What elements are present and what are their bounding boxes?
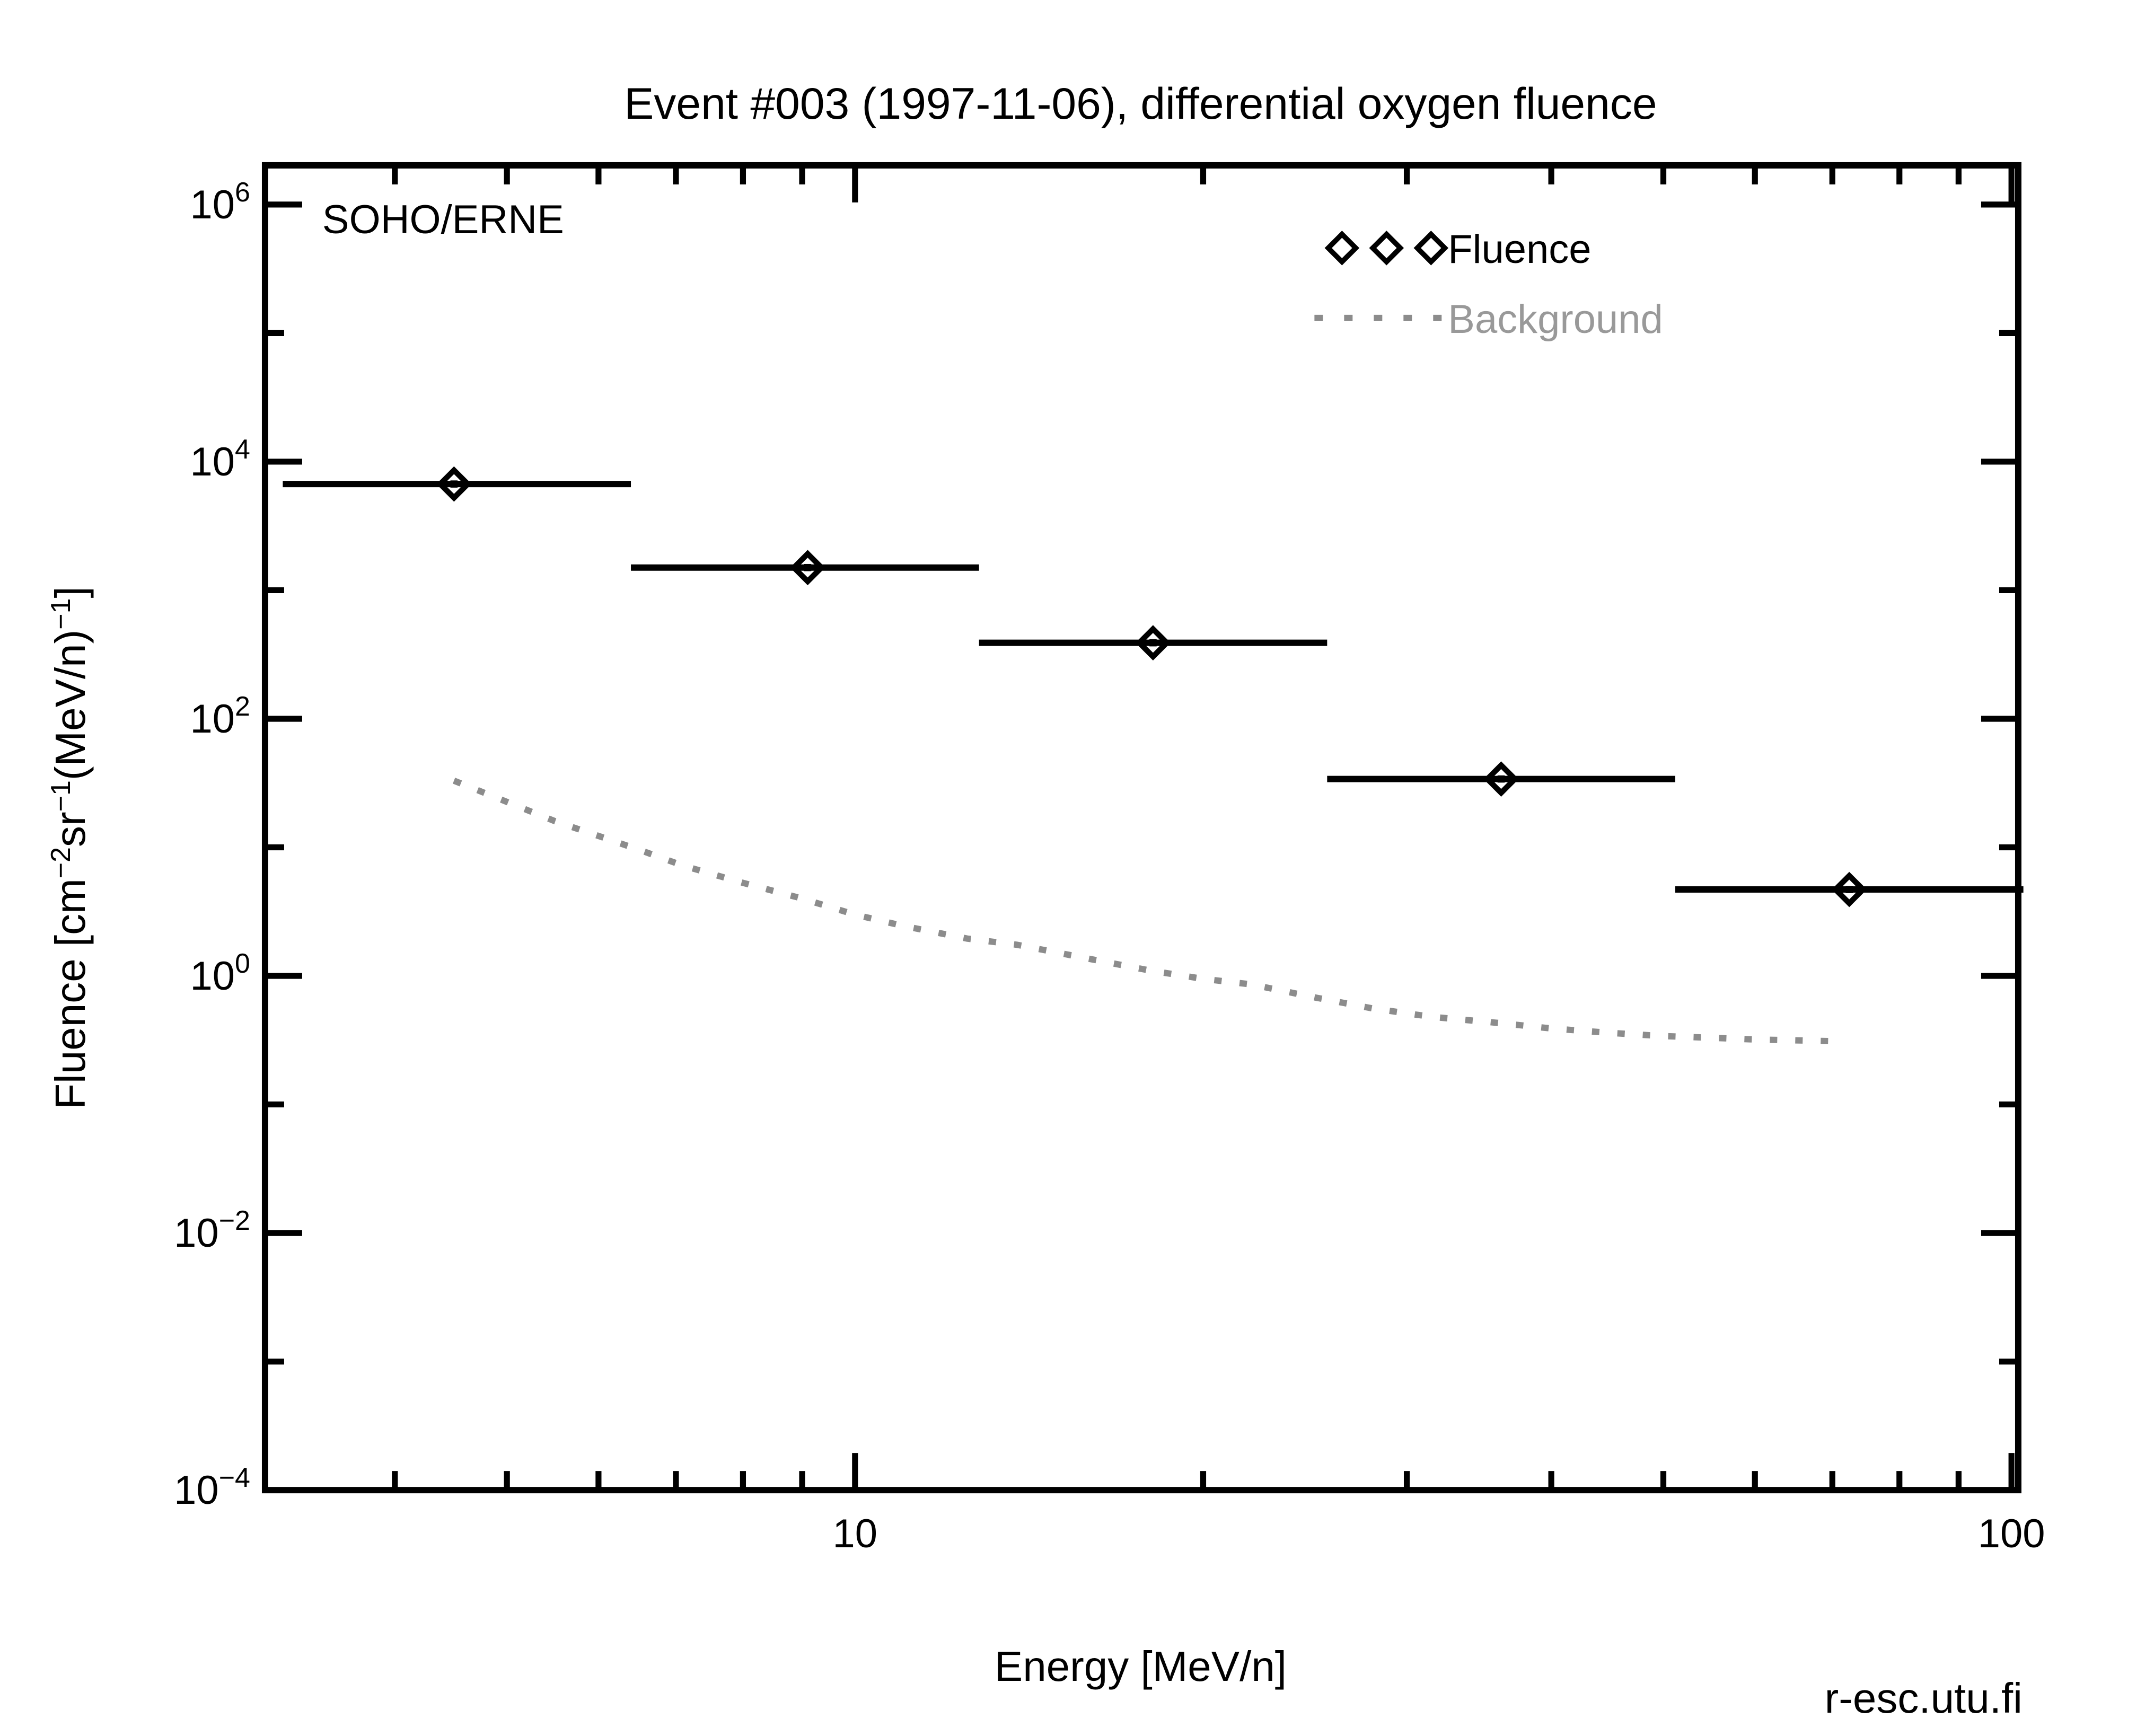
legend-fluence-markers <box>1324 231 1449 266</box>
y-tick-label: 104 <box>190 434 250 484</box>
text-layer: Event #003 (1997-11-06), differential ox… <box>322 78 2023 1722</box>
diamond-marker <box>1135 625 1171 660</box>
y-tick-label: 10−2 <box>174 1205 250 1256</box>
y-tick-label: 106 <box>190 177 250 227</box>
fluence-series <box>283 466 2024 907</box>
y-tick-label: 102 <box>190 691 250 742</box>
y-ticks <box>265 201 2018 1493</box>
x-tick-label: 100 <box>1978 1511 2045 1556</box>
x-axis-title: Energy [MeV/n] <box>995 1643 1287 1690</box>
legend-diamond-icon <box>1413 231 1449 266</box>
background-series <box>453 778 1833 1045</box>
chart-title: Event #003 (1997-11-06), differential ox… <box>624 78 1657 128</box>
fluence-point <box>979 625 1327 660</box>
svg-text:Fluence [cm−2sr−1(MeV/n)−1]: Fluence [cm−2sr−1(MeV/n)−1] <box>46 586 94 1109</box>
background-curve <box>453 778 1833 1045</box>
legend-label-fluence: Fluence <box>1448 227 1591 272</box>
fluence-point <box>1327 761 1675 797</box>
marker-center-dot <box>1845 886 1853 893</box>
diamond-marker <box>1831 871 1867 907</box>
legend-diamond-icon <box>1324 231 1360 266</box>
marker-center-dot <box>1149 639 1157 647</box>
x-tick-labels: 10 100 <box>833 1511 2045 1556</box>
plot-frame <box>261 162 2021 1494</box>
diamond-marker <box>790 550 825 586</box>
y-tick-label: 100 <box>190 948 250 999</box>
x-tick-label: 10 <box>833 1511 878 1556</box>
y-tick-labels: 106 104 102 100 10−2 10−4 <box>174 177 250 1513</box>
series-layer <box>283 466 2024 1045</box>
credit-label: r-esc.utu.fi <box>1825 1675 2023 1722</box>
marker-center-dot <box>1497 775 1505 783</box>
fluence-point <box>631 550 979 586</box>
axes-layer: 10 100 106 104 102 100 10−2 10−4 Fluence [cm−2sr… <box>46 162 2045 1556</box>
x-ticks <box>392 165 2015 1491</box>
marker-center-dot <box>804 563 812 571</box>
legend-diamond-icon <box>1369 231 1404 266</box>
marker-center-dot <box>450 480 458 488</box>
instrument-label: SOHO/ERNE <box>322 197 564 242</box>
y-axis-title: Fluence [cm−2sr−1(MeV/n)−1] <box>46 586 94 1109</box>
diamond-marker <box>436 466 472 502</box>
fluence-point <box>283 466 631 502</box>
y-tick-label: 10−4 <box>174 1462 250 1513</box>
legend <box>1314 231 1449 321</box>
legend-label-background: Background <box>1448 297 1663 342</box>
fluence-point <box>1675 871 2024 907</box>
diamond-marker <box>1483 761 1519 797</box>
